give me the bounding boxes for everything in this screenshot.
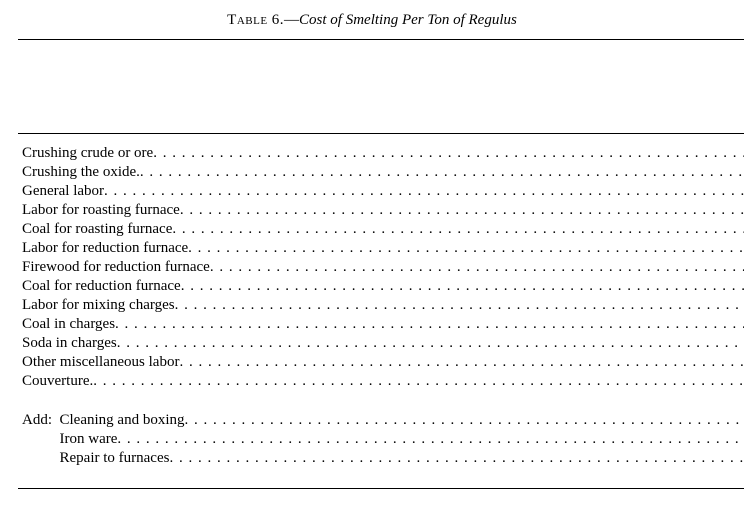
row-label: Crushing the oxide. [22, 164, 140, 181]
total-row: $62.83 $92.31 [18, 469, 744, 489]
table-number: Table 6. [227, 12, 284, 28]
row-label: Labor for roasting furnace [22, 202, 180, 219]
row-label: General labor [22, 183, 104, 200]
table-row: Coal in charges2.263.24 [18, 315, 744, 334]
cost-table: FromCrude From HokongOre of about 34Per … [18, 39, 744, 489]
row-label: Soda in charges [22, 335, 117, 352]
table-row: Coal for reduction furnace0.601.30 [18, 277, 744, 296]
add-row: Add: Repair to furnaces 1.80 9.39 9.39 [18, 449, 744, 469]
row-label: Coal for roasting furnace [22, 221, 172, 238]
add-row: Add: Cleaning and boxing $5.95 [18, 411, 744, 430]
table-row: Labor for roasting furnace5.874.23 [18, 201, 744, 220]
header-empty [18, 42, 744, 134]
row-label: Labor for reduction furnace [22, 240, 188, 257]
add-item-label: Cleaning and boxing [60, 412, 185, 429]
subtotal-row: $53.44 $82.92 [18, 392, 744, 412]
add-item-label: Repair to furnaces [60, 450, 170, 467]
table-row: Couverture.6.5310.05 [18, 372, 744, 392]
add-label: Add: [22, 412, 52, 429]
table-row: Firewood for reduction furnace13.4726.69 [18, 258, 744, 277]
row-label: Other miscellaneous labor [22, 354, 179, 371]
row-label: Coal in charges [22, 316, 115, 333]
table-row: General labor0.310.14 [18, 182, 744, 201]
table-row: Coal for roasting furnace11.4510.05 [18, 220, 744, 239]
row-label: Crushing crude or ore [22, 145, 153, 162]
table-title: Table 6.—Cost of Smelting Per Ton of Reg… [18, 12, 726, 29]
row-label: Firewood for reduction furnace [22, 259, 210, 276]
add-row: Add: Iron ware 1.64 [18, 430, 744, 449]
table-row: Labor for mixing charges0.360.54 [18, 296, 744, 315]
row-label: Labor for mixing charges [22, 297, 175, 314]
table-description: Cost of Smelting Per Ton of Regulus [299, 12, 517, 28]
table-row: Labor for reduction furnace1.833.42 [18, 239, 744, 258]
table-row: Soda in charges7.8517.86 [18, 334, 744, 353]
table-row: Crushing the oxide.0.390.52 [18, 163, 744, 182]
add-item-label: Iron ware [60, 431, 118, 448]
table-row: Other miscellaneous labor......0.20 [18, 353, 744, 372]
title-dash: — [284, 12, 299, 28]
table-row: Crushing crude or ore$2.52$4 68 [18, 144, 744, 163]
row-label: Coal for reduction furnace [22, 278, 181, 295]
row-label: Couverture. [22, 373, 93, 390]
